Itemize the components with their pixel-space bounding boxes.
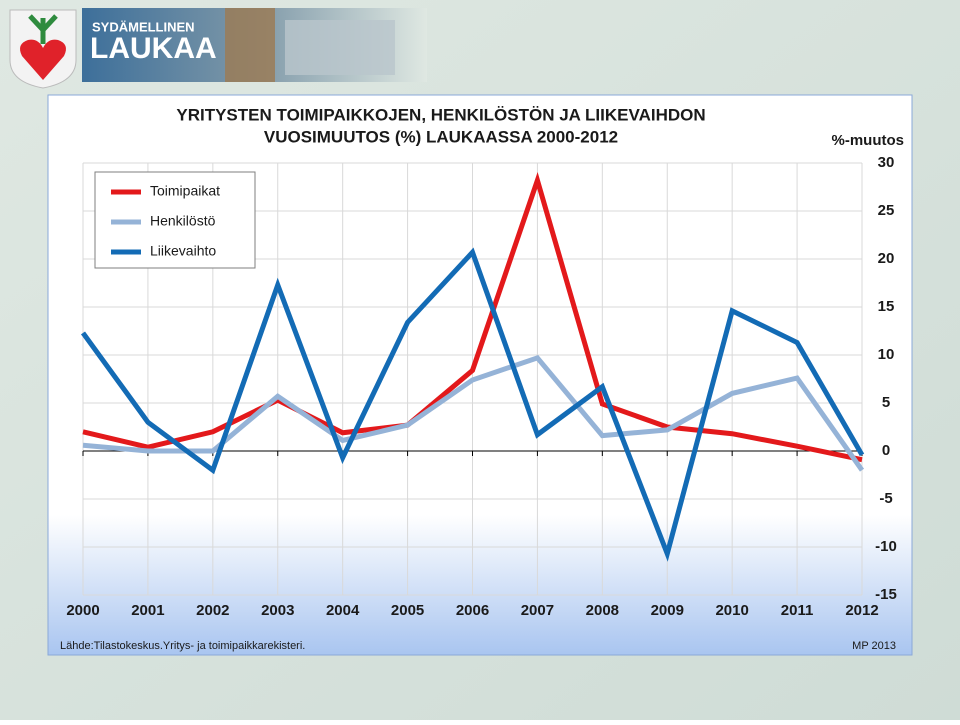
x-tick-label: 2000 — [66, 602, 99, 619]
chart-title: YRITYSTEN TOIMIPAIKKOJEN, HENKILÖSTÖN JA… — [176, 105, 705, 124]
y-axis-label: %-muutos — [832, 132, 905, 149]
legend-label: Toimipaikat — [150, 183, 220, 199]
chart-title: VUOSIMUUTOS (%) LAUKAASSA 2000-2012 — [264, 127, 618, 146]
x-tick-label: 2011 — [781, 602, 814, 619]
x-tick-label: 2005 — [391, 602, 424, 619]
y-tick-label: -10 — [875, 538, 897, 555]
y-tick-label: 5 — [882, 394, 890, 411]
y-tick-label: -5 — [879, 490, 892, 507]
y-tick-label: 0 — [882, 442, 890, 459]
x-tick-label: 2007 — [521, 602, 554, 619]
x-tick-label: 2012 — [845, 602, 878, 619]
line-series — [82, 354, 865, 472]
logo-photo — [225, 8, 275, 82]
x-tick-label: 2009 — [651, 602, 684, 619]
legend-label: Henkilöstö — [150, 213, 216, 229]
plot: -15 -10 -5 0 5 10 15 20 25 30 2000 2001 2002 2003 2004… — [66, 154, 897, 619]
legend: Toimipaikat Henkilöstö Liikevaihto — [94, 171, 256, 269]
source: Lähde:Tilastokeskus.Yritys- ja toimipaik… — [60, 640, 305, 652]
logo-photo — [285, 20, 395, 75]
logo-tagline: SYDÄMELLINEN — [92, 19, 195, 34]
y-tick-label: 10 — [878, 346, 895, 363]
x-tick-label: 2003 — [261, 602, 294, 619]
y-tick-label: 25 — [878, 202, 895, 219]
logo-heart — [20, 39, 66, 80]
y-tick-label: 15 — [878, 298, 895, 315]
x-tick-label: 2008 — [586, 602, 619, 619]
logo: SYDÄMELLINEN LAUKAA — [9, 8, 427, 89]
y-tick-label: 20 — [878, 250, 895, 267]
line-series — [82, 171, 863, 463]
x-tick-label: 2010 — [715, 602, 748, 619]
x-tick-label: 2002 — [196, 602, 229, 619]
legend-label: Liikevaihto — [150, 243, 216, 259]
x-tick-label: 2001 — [131, 602, 164, 619]
logo-leaves — [28, 14, 58, 44]
credit: MP 2013 — [852, 640, 896, 652]
x-tick-label: 2004 — [326, 602, 360, 619]
y-tick-label: 30 — [878, 154, 895, 171]
y-tick-label: -15 — [875, 586, 897, 603]
logo-name: LAUKAA — [90, 32, 217, 65]
line-series — [80, 247, 865, 562]
x-tick-label: 2006 — [456, 602, 489, 619]
